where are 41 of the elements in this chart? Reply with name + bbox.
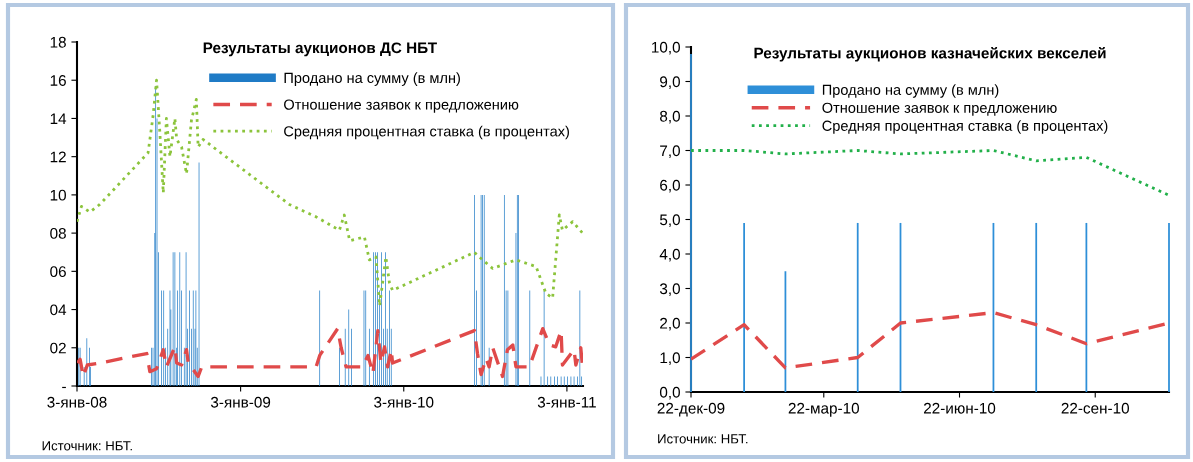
- chart-title: Результаты аукционов ДС НБТ: [203, 42, 437, 57]
- x-tick-label: 22-дек-09: [657, 402, 725, 417]
- y-tick-label: 3,0: [659, 283, 680, 296]
- line-series: [691, 149, 1169, 197]
- x-tick-label: 3-янв-08: [47, 396, 107, 408]
- legend-label: Продано на сумму (в млн): [284, 72, 460, 86]
- line-series: [77, 327, 583, 379]
- legend-label: Средняя процентная ставка (в процентах): [822, 120, 1108, 134]
- y-tick-label: 12: [50, 151, 66, 163]
- y-tick-label: 6,0: [660, 179, 680, 193]
- y-tick-label: 16: [50, 75, 66, 86]
- x-tick-label: 22-июн-10: [923, 402, 996, 414]
- y-tick-label: 18: [50, 36, 66, 48]
- legend-label: Отношение заявок к предложению: [822, 102, 1057, 116]
- y-tick-label: 5,0: [659, 214, 680, 227]
- chart-title: Результаты аукционов казначейских векселей: [754, 47, 1106, 62]
- x-tick-label: 3-янв-10: [374, 396, 434, 408]
- y-tick-label: 06: [50, 266, 66, 278]
- y-tick-label: 1,0: [660, 352, 680, 365]
- y-tick-label: -: [62, 386, 66, 389]
- y-tick-label: 8,0: [660, 110, 680, 124]
- text: Источник: НБТ.: [658, 434, 748, 444]
- y-tick-label: 04: [50, 304, 67, 316]
- x-tick-label: 22-мар-10: [788, 402, 860, 417]
- legend-label: Отношение заявок к предложению: [284, 99, 519, 113]
- y-tick-label: 9,0: [660, 76, 680, 89]
- legend-label: Продано на сумму (в млн): [822, 84, 999, 98]
- x-tick-label: 22-сен-10: [1061, 402, 1130, 414]
- text: Источник: НБТ.: [42, 441, 132, 451]
- x-tick-label: 3-янв-11: [537, 396, 596, 408]
- y-tick-label: 4,0: [659, 248, 680, 262]
- x-tick-label: 3-янв-09: [210, 396, 271, 408]
- y-tick-label: 0,0: [659, 386, 680, 400]
- y-tick-label: 7,0: [660, 145, 680, 158]
- y-tick-label: 10,0: [652, 41, 680, 55]
- y-tick-label: 10: [50, 189, 66, 201]
- legend-label: Средняя процентная ставка (в процентах): [284, 125, 569, 140]
- y-tick-label: 2,0: [660, 317, 680, 331]
- y-tick-label: 14: [50, 113, 67, 124]
- y-tick-label: 02: [50, 342, 66, 354]
- y-tick-label: 08: [50, 227, 66, 239]
